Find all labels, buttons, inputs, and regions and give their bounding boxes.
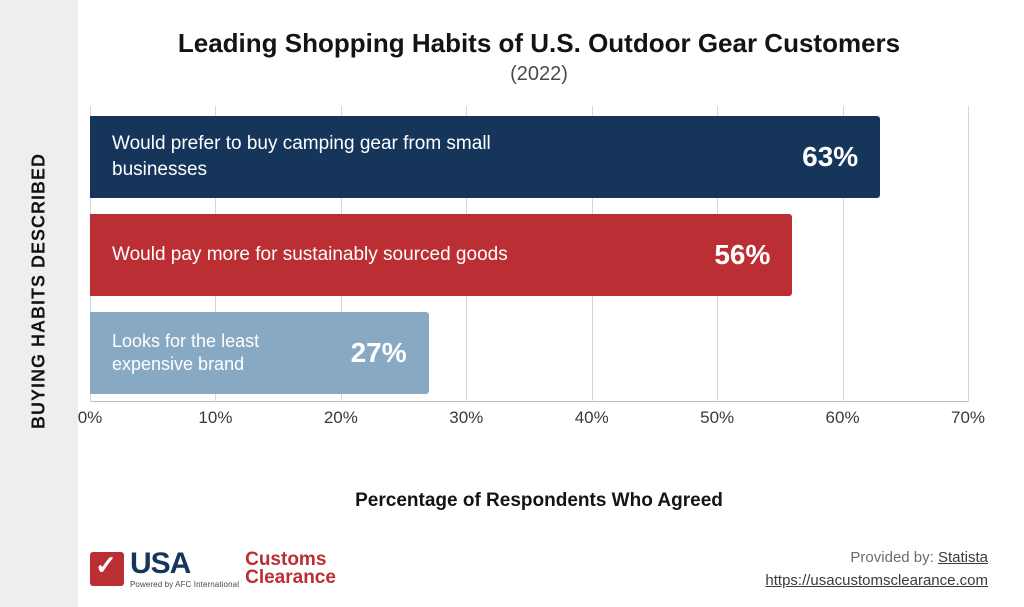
main-panel: Leading Shopping Habits of U.S. Outdoor … xyxy=(78,0,1024,607)
page-root: BUYING HABITS DESCRIBED Leading Shopping… xyxy=(0,0,1024,607)
logo-usa-text: USA xyxy=(130,549,239,579)
x-tick-label: 50% xyxy=(700,408,734,428)
bar: Would pay more for sustainably sourced g… xyxy=(90,214,792,296)
credits: Provided by: Statista https://usacustoms… xyxy=(765,543,988,589)
x-tick-label: 10% xyxy=(198,408,232,428)
x-tick-label: 70% xyxy=(951,408,985,428)
bar-value: 56% xyxy=(714,239,792,271)
footer: USA Powered by AFC International Customs… xyxy=(90,543,988,589)
checkmark-icon xyxy=(90,552,124,586)
credit-prefix: Provided by: xyxy=(850,549,938,566)
logo-cc-line2: Clearance xyxy=(245,569,336,587)
credit-site-url: https://usacustomsclearance.com xyxy=(765,572,988,589)
x-axis-title: Percentage of Respondents Who Agreed xyxy=(90,490,988,512)
bar-label: Would pay more for sustainably sourced g… xyxy=(90,242,508,268)
credit-source-link[interactable]: Statista xyxy=(938,549,988,566)
site-url-link[interactable]: https://usacustomsclearance.com xyxy=(765,572,988,589)
bar-value: 27% xyxy=(351,337,429,369)
bars-layer: Would prefer to buy camping gear from sm… xyxy=(90,112,968,402)
bar-label: Would prefer to buy camping gear from sm… xyxy=(90,131,564,182)
x-tick-label: 40% xyxy=(575,408,609,428)
bar-label: Looks for the least expensive brand xyxy=(90,330,334,377)
gridline xyxy=(968,106,969,402)
y-axis-title: BUYING HABITS DESCRIBED xyxy=(29,153,50,429)
chart-area: Would prefer to buy camping gear from sm… xyxy=(90,112,988,432)
left-rail: BUYING HABITS DESCRIBED xyxy=(0,0,78,607)
credit-provided-by: Provided by: Statista xyxy=(765,549,988,566)
x-tick-label: 20% xyxy=(324,408,358,428)
chart-subtitle: (2022) xyxy=(90,63,988,86)
brand-logo: USA Powered by AFC International Customs… xyxy=(90,549,336,589)
bar: Looks for the least expensive brand 27% xyxy=(90,312,429,394)
x-tick-label: 0% xyxy=(78,408,103,428)
bar-value: 63% xyxy=(802,141,880,173)
logo-powered-text: Powered by AFC International xyxy=(130,581,239,589)
x-tick-label: 60% xyxy=(826,408,860,428)
logo-text-column: USA Powered by AFC International xyxy=(130,549,239,589)
logo-customs-clearance: Customs Clearance xyxy=(245,551,336,587)
chart-title: Leading Shopping Habits of U.S. Outdoor … xyxy=(90,28,988,59)
bar: Would prefer to buy camping gear from sm… xyxy=(90,116,880,198)
x-tick-label: 30% xyxy=(449,408,483,428)
